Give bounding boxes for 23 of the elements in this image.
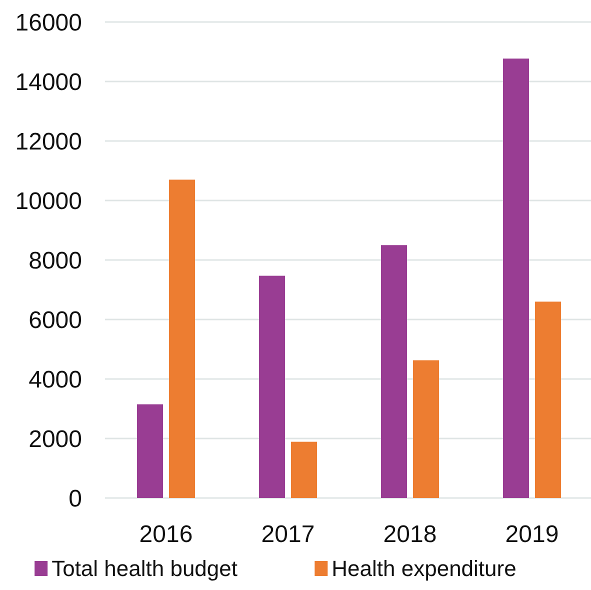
y-tick-label: 4000 — [28, 366, 82, 394]
bar — [169, 180, 195, 498]
bar — [259, 276, 285, 498]
y-tick-label: 10000 — [15, 188, 82, 215]
x-tick-label: 2019 — [505, 521, 559, 548]
y-tick-label: 8000 — [28, 247, 82, 274]
x-tick-label: 2018 — [383, 521, 437, 548]
bar — [291, 442, 317, 498]
x-tick-label: 2016 — [139, 521, 193, 548]
y-tick-label: 6000 — [28, 306, 82, 334]
legend-label: Health expenditure — [332, 556, 516, 581]
y-tick-label: 14000 — [15, 68, 82, 96]
bar — [381, 245, 407, 498]
y-tick-label: 2000 — [28, 426, 82, 453]
y-tick-label: 0 — [68, 485, 82, 512]
bar — [413, 360, 439, 498]
y-tick-label: 16000 — [15, 9, 82, 36]
bar — [137, 404, 163, 498]
y-tick-label: 12000 — [15, 128, 82, 156]
bar — [535, 302, 561, 498]
legend-label: Total health budget — [52, 556, 238, 581]
x-tick-label: 2017 — [261, 521, 315, 548]
bar — [503, 58, 529, 498]
